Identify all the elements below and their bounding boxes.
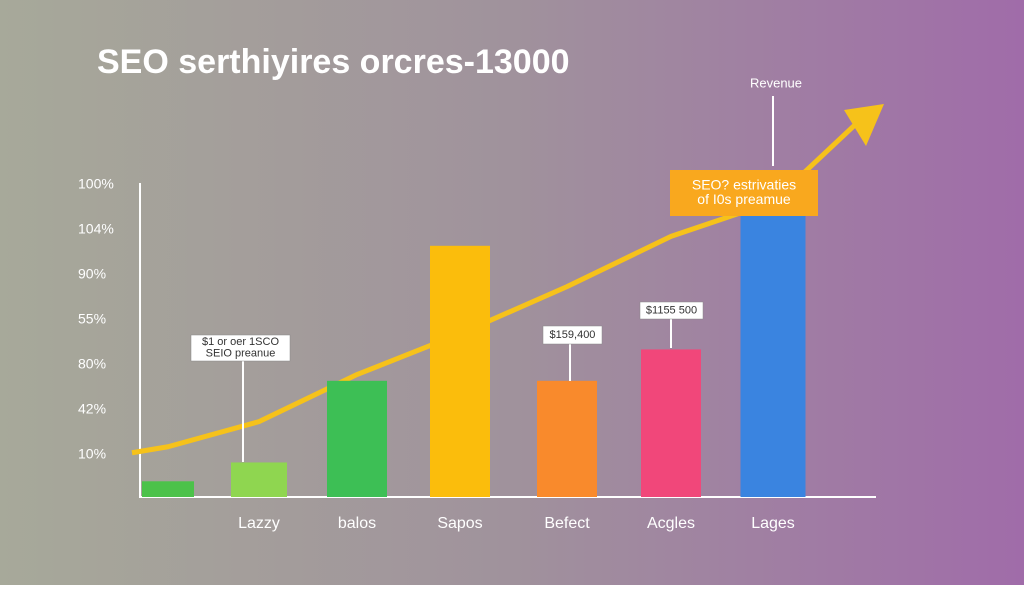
x-tick-label: Sapos <box>437 515 482 532</box>
annotation-text: Revenue <box>750 75 802 90</box>
annotation-box <box>670 170 818 216</box>
bar <box>537 380 597 497</box>
annotation-text: $159,400 <box>550 329 596 341</box>
x-tick-label: Lages <box>751 515 795 532</box>
chart-title: SEO serthiyires orcres-13000 <box>97 43 570 81</box>
bar <box>641 349 701 497</box>
x-tick-label: balos <box>338 515 376 532</box>
y-axis-label: 90% <box>78 266 106 282</box>
annotation-text: SEO? estrivaties <box>692 176 796 192</box>
x-tick-label: Befect <box>544 515 590 532</box>
y-axis-label: 80% <box>78 356 106 372</box>
y-axis-label: 42% <box>78 401 106 417</box>
trend-arrowhead <box>844 104 884 146</box>
y-axis-label: 104% <box>78 221 114 237</box>
bar <box>327 380 387 497</box>
annotation-box <box>542 325 603 345</box>
y-axis-label: 100% <box>78 176 114 192</box>
annotation-text: $1155 500 <box>646 304 697 316</box>
bar <box>231 462 287 497</box>
trend-line <box>131 199 774 456</box>
annotation-box <box>639 301 704 320</box>
x-tick-label: Acgles <box>647 515 695 532</box>
annotation-text: of I0s preamue <box>697 191 791 207</box>
annotation-box <box>190 334 291 362</box>
y-axis-label: 10% <box>78 446 106 462</box>
bar <box>142 481 194 497</box>
bar <box>430 245 490 497</box>
annotation-text: $1 or oer 1SCO <box>202 336 279 348</box>
y-axis-label: 55% <box>78 311 106 327</box>
x-tick-label: Lazzy <box>238 515 280 532</box>
annotation-text: SEIO preanue <box>206 348 276 360</box>
bar <box>740 204 806 498</box>
